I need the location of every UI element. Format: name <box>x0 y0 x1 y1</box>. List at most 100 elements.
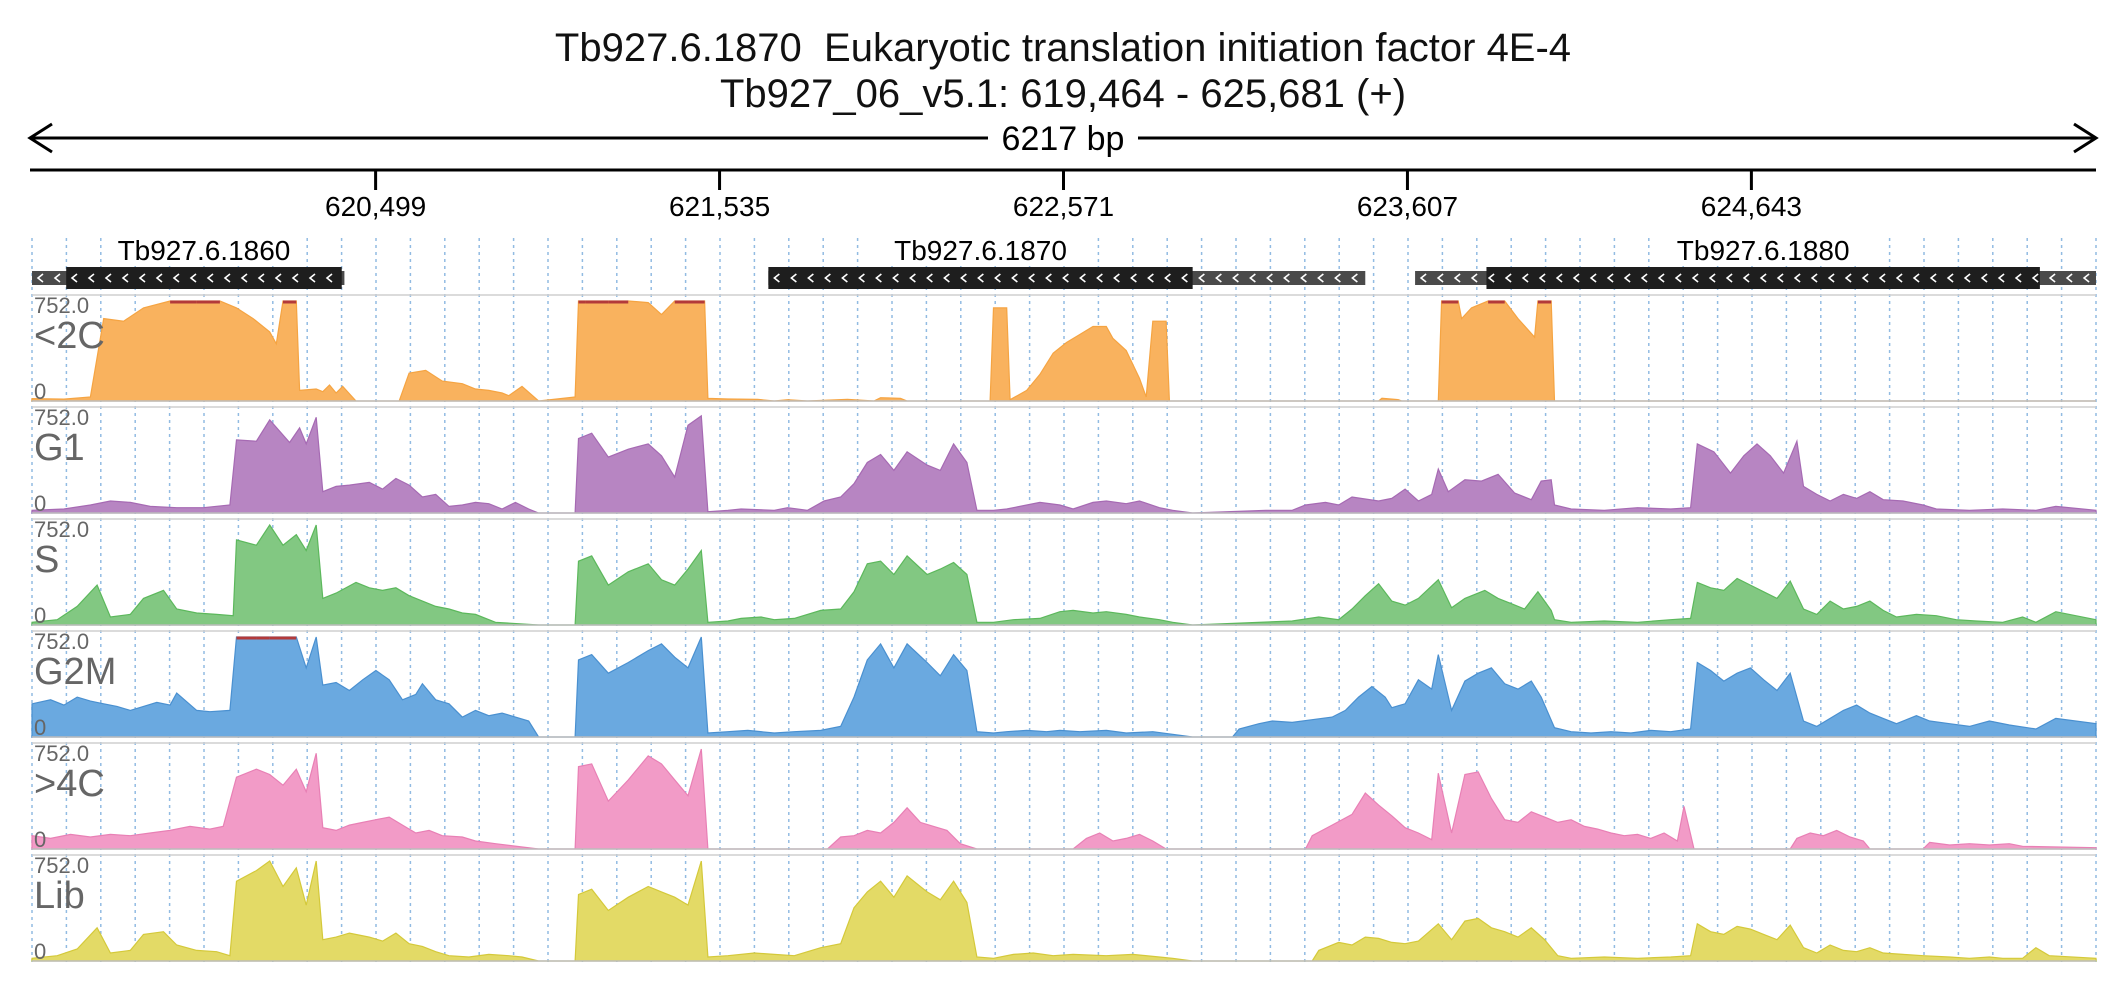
strand-arrow <box>1045 273 1052 283</box>
coverage-area <box>31 414 2097 514</box>
coverage-area <box>31 300 2096 402</box>
strand-arrow <box>53 273 61 283</box>
strand-arrow <box>1878 273 1886 283</box>
coverage-track: 752.0 0 <2C <box>31 293 2096 404</box>
track-name-label: >4C <box>34 763 105 805</box>
gene-feature[interactable]: Tb927.6.1880 <box>1415 234 2096 289</box>
track-max-label: 752.0 <box>34 853 89 878</box>
track-name-label: Lib <box>34 875 85 917</box>
strand-arrow <box>977 273 984 283</box>
strand-arrow <box>1334 273 1341 283</box>
strand-arrow <box>1997 273 2005 283</box>
locus-title: Tb927_06_v5.1: 619,464 - 625,681 (+) <box>719 72 1407 116</box>
strand-arrow <box>926 273 933 283</box>
strand-arrow <box>1521 273 1529 283</box>
strand-arrow <box>1266 273 1273 283</box>
strand-arrow <box>155 273 163 283</box>
strand-arrow <box>2048 273 2056 283</box>
track-name-label: G1 <box>34 427 85 469</box>
strand-arrow <box>1504 273 1512 283</box>
strand-arrow <box>1827 273 1835 283</box>
coverage-track: 752.0 0 >4C <box>31 741 2097 852</box>
strand-arrow <box>308 273 316 283</box>
track-max-label: 752.0 <box>34 629 89 654</box>
track-max-label: 752.0 <box>34 741 89 766</box>
gene-annotation-track: Tb927.6.1860 Tb927.6.1870 Tb927.6.1880 <box>32 234 2096 289</box>
strand-arrow <box>1555 273 1563 283</box>
ruler-tick-label: 624,643 <box>1701 191 1802 222</box>
ruler-tick-label: 622,571 <box>1013 191 1114 222</box>
strand-arrow <box>943 273 950 283</box>
strand-arrow <box>824 273 831 283</box>
strand-arrow <box>189 273 197 283</box>
strand-arrow <box>2014 273 2022 283</box>
strand-arrow <box>1538 273 1546 283</box>
coverage-track: 752.0 0 G1 <box>31 405 2097 516</box>
strand-arrow <box>1249 273 1256 283</box>
strand-arrow <box>1300 273 1307 283</box>
ruler-tick-label: 621,535 <box>669 191 770 222</box>
strand-arrow <box>1640 273 1648 283</box>
strand-arrow <box>858 273 865 283</box>
strand-arrow <box>1589 273 1597 283</box>
strand-arrow <box>291 273 299 283</box>
strand-arrow <box>2082 273 2090 283</box>
strand-arrow <box>1028 273 1035 283</box>
strand-arrow <box>1776 273 1784 283</box>
track-min-label: 0 <box>34 603 46 628</box>
gene-feature[interactable]: Tb927.6.1860 <box>32 234 345 289</box>
track-min-label: 0 <box>34 491 46 516</box>
gene-feature[interactable]: Tb927.6.1870 <box>768 234 1366 289</box>
strand-arrow <box>1130 273 1137 283</box>
coverage-track: 752.0 0 S <box>31 517 2097 628</box>
strand-arrow <box>1181 273 1188 283</box>
strand-arrow <box>325 273 333 283</box>
strand-arrow <box>1657 273 1665 283</box>
strand-arrow <box>909 273 916 283</box>
strand-arrow <box>138 273 146 283</box>
strand-arrow <box>1980 273 1988 283</box>
strand-arrow <box>1691 273 1699 283</box>
strand-arrow <box>1351 273 1358 283</box>
strand-arrow <box>223 273 231 283</box>
strand-arrow <box>87 273 95 283</box>
strand-arrow <box>240 273 248 283</box>
strand-arrow <box>1436 273 1444 283</box>
strand-arrow <box>1895 273 1903 283</box>
strand-arrow <box>875 273 882 283</box>
gene-cds <box>1486 267 2040 289</box>
strand-arrow <box>1283 273 1290 283</box>
strand-arrow <box>1062 273 1069 283</box>
strand-arrow <box>1725 273 1733 283</box>
track-name-label: G2M <box>34 651 116 693</box>
strand-arrow <box>1317 273 1324 283</box>
strand-arrow <box>104 273 112 283</box>
span-indicator: 6217 bp <box>27 120 2099 158</box>
strand-arrow <box>274 273 282 283</box>
strand-arrow <box>1147 273 1154 283</box>
span-length-label: 6217 bp <box>1002 120 1125 158</box>
strand-arrow <box>121 273 129 283</box>
strand-arrow <box>1232 273 1239 283</box>
gene-label: Tb927.6.1860 <box>118 235 291 266</box>
strand-arrow <box>36 273 44 283</box>
strand-arrow <box>1623 273 1631 283</box>
strand-arrow <box>1793 273 1801 283</box>
gene-cds <box>768 267 1193 289</box>
strand-arrow <box>257 273 265 283</box>
strand-arrow <box>1912 273 1920 283</box>
gene-label: Tb927.6.1880 <box>1677 235 1850 266</box>
strand-arrow <box>1419 273 1427 283</box>
strand-arrow <box>1453 273 1461 283</box>
strand-arrow <box>1844 273 1852 283</box>
strand-arrow <box>1470 273 1478 283</box>
track-max-label: 752.0 <box>34 293 89 318</box>
strand-arrow <box>1198 273 1205 283</box>
strand-arrow <box>1759 273 1767 283</box>
track-name-label: S <box>34 539 59 581</box>
track-min-label: 0 <box>34 827 46 852</box>
strand-arrow <box>1487 273 1495 283</box>
coverage-track: 752.0 0 Lib <box>31 853 2097 964</box>
strand-arrow <box>790 273 797 283</box>
strand-arrow <box>807 273 814 283</box>
